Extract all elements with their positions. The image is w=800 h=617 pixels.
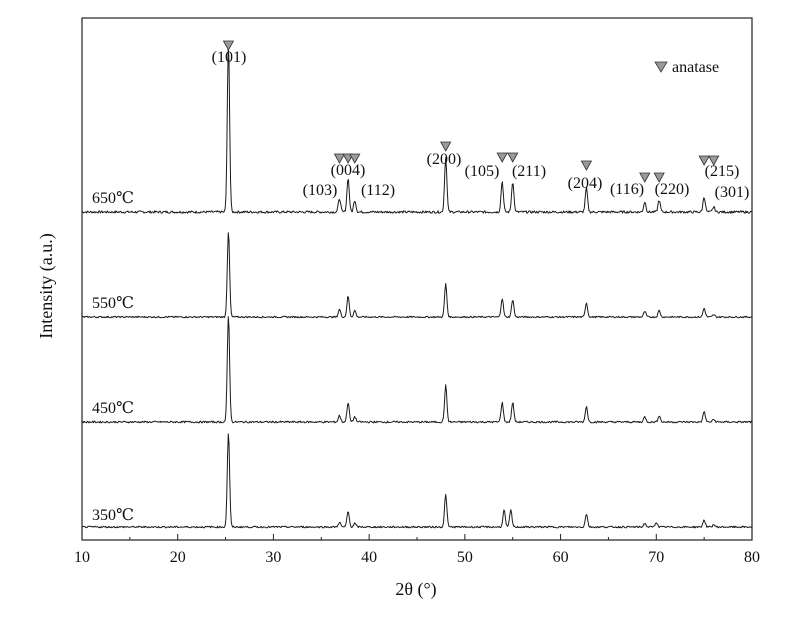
anatase-marker-icon [333,153,346,164]
peak-label: (211) [512,163,546,180]
series-label: 650℃ [92,190,134,207]
anatase-marker-icon [507,152,519,163]
peak-label: (105) [465,163,500,180]
x-tick-label: 10 [74,549,90,566]
anatase-marker-icon [440,141,452,152]
anatase-marker-icon [698,155,710,166]
series-line [81,433,753,529]
peak-label: (004) [331,162,366,179]
peak-label: (103) [303,182,338,199]
peak-label: (204) [568,175,603,192]
x-tick-label: 60 [553,549,569,566]
legend-marker-icon [654,61,668,73]
x-axis-label: 2θ (°) [395,579,436,600]
series-label: 450℃ [92,400,134,417]
x-tick-label: 80 [744,549,760,566]
peak-label: (220) [655,181,690,198]
anatase-marker-icon [708,155,720,166]
peak-label: (101) [212,49,247,66]
plot-frame [81,17,753,541]
anatase-marker-icon [496,152,508,163]
peak-label: (200) [427,151,462,168]
x-tick-label: 70 [648,549,664,566]
peak-label: (116) [610,181,644,198]
x-tick-label: 30 [265,549,281,566]
anatase-marker-icon [349,153,361,164]
plot-area: 10 20 30 40 50 60 70 80 650℃ 550℃ 450℃ 350℃ (101) (10… [74,17,760,566]
legend-label: anatase [672,59,719,76]
y-axis-label: Intensity (a.u.) [36,233,57,338]
peak-label: (301) [715,184,750,201]
legend: anatase [654,59,719,76]
peak-label: (112) [361,182,395,199]
series-line [81,316,753,424]
x-tick-label: 50 [457,549,473,566]
series-label: 350℃ [92,507,134,524]
peak-label: (215) [705,163,740,180]
series-line [81,43,753,214]
anatase-marker-icon [653,172,665,183]
x-tick-label: 40 [361,549,377,566]
series-line [81,232,753,319]
anatase-marker-icon [639,172,651,183]
anatase-marker-icon [222,40,235,51]
x-tick-label: 20 [170,549,186,566]
anatase-marker-icon [580,160,593,171]
series-label: 550℃ [92,295,134,312]
